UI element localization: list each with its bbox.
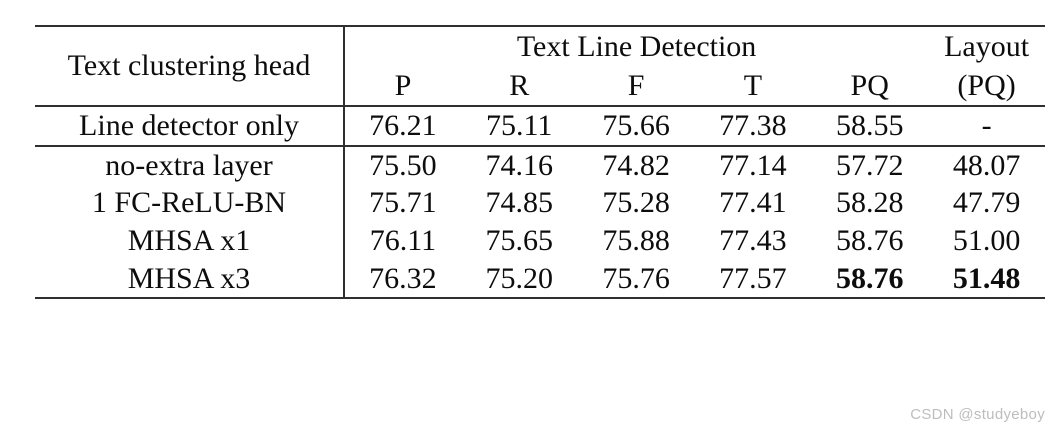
- row-label: MHSA x1: [35, 222, 345, 260]
- table-row: Line detector only 76.21 75.11 75.66 77.38 58…: [35, 106, 1045, 147]
- column-header-layout-pq: (PQ): [928, 67, 1045, 107]
- metric-value: 77.57: [719, 261, 787, 295]
- metric-value: 58.76: [835, 261, 904, 295]
- metric-header-row: P R F T PQ (PQ): [35, 67, 1045, 107]
- header-row-groups: Text clustering head Text Line Detection…: [35, 26, 1045, 107]
- table-row: MHSA x1 76.11 75.65 75.88 77.43 58.76 51.00: [35, 222, 1045, 260]
- table-caption: Table 6. The impact of different text cl…: [36, 344, 1048, 439]
- row-label: Line detector only: [35, 106, 345, 147]
- metric-value: 58.28: [835, 186, 904, 219]
- metric-value: 76.21: [344, 106, 461, 147]
- watermark: CSDN @studyeboy: [910, 406, 1045, 423]
- metric-value: 47.79: [952, 186, 1021, 219]
- metric-value: 77.38: [694, 106, 812, 147]
- table-header: Text clustering head Text Line Detection…: [35, 26, 1045, 107]
- metric-value: 75.50: [369, 148, 437, 182]
- metric-value: 58.76: [835, 224, 904, 257]
- caption-line-1: Table 6. The impact of different text cl…: [36, 434, 1048, 439]
- metric-value: 75.76: [602, 261, 670, 295]
- table-row: no-extra layer 75.50 74.16 74.82 77.14 57.72 4…: [35, 146, 1045, 184]
- row-label: 1 FC-ReLU-BN: [35, 184, 345, 222]
- column-header-text-clustering-head: Text clustering head: [35, 26, 345, 107]
- metric-value: 57.72: [835, 148, 904, 182]
- metric-value: 75.65: [485, 224, 553, 257]
- column-header-f: F: [577, 67, 695, 107]
- metric-value: 74.82: [602, 148, 670, 182]
- metric-value: 77.43: [719, 224, 787, 257]
- table-row: MHSA x3 76.32 75.20 75.76 77.57 58.76 51.48: [35, 260, 1045, 298]
- table-body: Line detector only 76.21 75.11 75.66 77.38 58…: [35, 106, 1045, 298]
- metric-value: 75.71: [369, 186, 437, 219]
- metric-value: 51.00: [952, 224, 1021, 257]
- metric-value: 76.32: [369, 261, 437, 295]
- row-label: no-extra layer: [35, 146, 345, 184]
- metric-value: 75.28: [602, 186, 670, 219]
- table-row: 1 FC-ReLU-BN 75.71 74.85 75.28 77.41 58.28 47.…: [35, 184, 1045, 222]
- column-group-text-line-detection: Text Line Detection: [516, 30, 757, 63]
- metric-value: 51.48: [952, 261, 1021, 295]
- column-header-pq: PQ: [811, 67, 929, 107]
- metric-value: 75.11: [460, 106, 578, 147]
- metric-value: 75.88: [602, 224, 670, 257]
- metric-value: 77.41: [719, 186, 787, 219]
- metric-value: 75.66: [577, 106, 695, 147]
- metric-value: 74.85: [485, 186, 553, 219]
- metric-value: 58.55: [811, 106, 929, 147]
- column-header-t: T: [694, 67, 812, 107]
- metric-value: 77.14: [719, 148, 787, 182]
- metric-value: 74.16: [485, 148, 553, 182]
- metric-value: 75.20: [485, 261, 553, 295]
- column-header-p: P: [344, 67, 461, 107]
- column-header-layout: Layout: [944, 30, 1030, 63]
- metric-value: -: [928, 106, 1045, 147]
- row-label: MHSA x3: [35, 260, 345, 298]
- metric-value: 48.07: [952, 148, 1021, 182]
- metrics-table: Text clustering head Text Line Detection…: [35, 25, 1045, 299]
- column-header-r: R: [460, 67, 578, 107]
- metric-value: 76.11: [369, 224, 437, 257]
